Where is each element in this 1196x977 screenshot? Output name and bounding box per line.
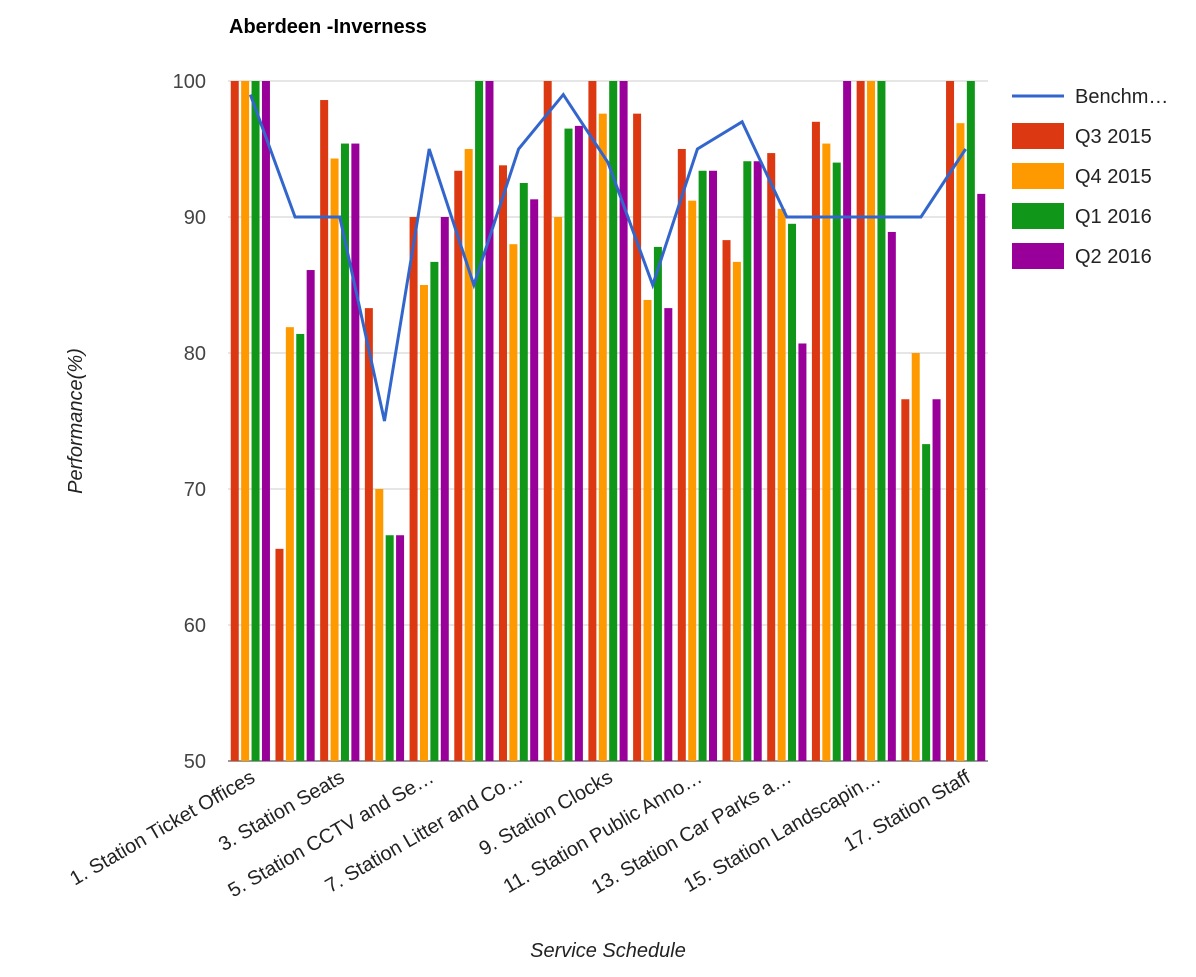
chart-title: Aberdeen -Inverness — [229, 16, 427, 38]
bar-q4-2015 — [464, 149, 473, 761]
bar-q3-2015 — [677, 149, 686, 761]
bar-q4-2015 — [598, 113, 607, 761]
legend-swatch — [1012, 243, 1064, 269]
legend-swatch — [1012, 163, 1064, 189]
bar-q1-2016 — [475, 81, 484, 761]
y-tick-label: 70 — [184, 479, 206, 501]
y-tick-label: 80 — [184, 343, 206, 365]
bar-q3-2015 — [946, 81, 955, 761]
bar-q1-2016 — [519, 183, 528, 761]
line-layer — [248, 92, 967, 422]
legend-label: Q1 2016 — [1075, 206, 1152, 228]
bar-q2-2016 — [261, 81, 270, 761]
benchmark-line — [248, 92, 967, 422]
bar-q4-2015 — [867, 81, 876, 761]
y-tick-label: 100 — [173, 71, 206, 93]
bars-layer — [230, 81, 986, 762]
bar-q2-2016 — [664, 308, 673, 761]
bar-q1-2016 — [609, 81, 618, 761]
bar-q1-2016 — [340, 143, 349, 761]
bar-q2-2016 — [351, 143, 360, 761]
legend-label: Benchm… — [1075, 86, 1168, 108]
bar-q3-2015 — [722, 240, 731, 761]
bar-q4-2015 — [777, 208, 786, 762]
legend-swatch — [1012, 123, 1064, 149]
y-axis-label: Performance(%) — [65, 348, 87, 494]
bar-q4-2015 — [241, 81, 250, 761]
bar-q2-2016 — [440, 217, 449, 761]
y-axis-ticks: 50 60 70 80 90 100 — [173, 71, 206, 773]
bar-q2-2016 — [574, 125, 583, 761]
bar-q4-2015 — [285, 327, 294, 761]
bar-q4-2015 — [554, 217, 563, 761]
bar-q3-2015 — [856, 81, 865, 761]
bar-q3-2015 — [767, 153, 776, 761]
bar-q1-2016 — [832, 162, 841, 762]
bar-q1-2016 — [430, 261, 439, 761]
y-tick-label: 60 — [184, 615, 206, 637]
bar-q3-2015 — [409, 217, 418, 761]
bar-q1-2016 — [296, 333, 305, 761]
bar-q2-2016 — [798, 343, 807, 761]
bar-q1-2016 — [698, 170, 707, 761]
bar-q2-2016 — [753, 161, 762, 762]
bar-q3-2015 — [498, 165, 507, 761]
bar-q4-2015 — [509, 244, 518, 761]
bar-q4-2015 — [419, 285, 428, 761]
legend-label: Q4 2015 — [1075, 166, 1152, 188]
bar-q4-2015 — [330, 158, 339, 761]
bar-q4-2015 — [643, 299, 652, 761]
legend-swatch — [1012, 203, 1064, 229]
bar-q3-2015 — [320, 100, 329, 762]
bar-q2-2016 — [843, 81, 852, 761]
bar-q2-2016 — [619, 81, 628, 761]
legend: Benchm… Q3 2015 Q4 2015 Q1 2016 Q2 2016 — [1012, 86, 1168, 269]
bar-q3-2015 — [364, 308, 373, 761]
bar-q3-2015 — [588, 81, 597, 761]
bar-q4-2015 — [956, 123, 965, 761]
y-tick-label: 50 — [184, 751, 206, 773]
legend-label: Q3 2015 — [1075, 126, 1152, 148]
x-axis-label: Service Schedule — [530, 940, 686, 962]
bar-q4-2015 — [732, 261, 741, 761]
bar-q2-2016 — [530, 199, 539, 761]
bar-q4-2015 — [688, 200, 697, 761]
bar-q3-2015 — [901, 399, 910, 761]
bar-q2-2016 — [932, 399, 941, 761]
bar-q1-2016 — [653, 246, 662, 762]
y-tick-label: 90 — [184, 207, 206, 229]
bar-q1-2016 — [385, 535, 394, 761]
bar-q1-2016 — [251, 81, 260, 761]
bar-q2-2016 — [977, 193, 986, 761]
legend-label: Q2 2016 — [1075, 246, 1152, 268]
bar-q1-2016 — [877, 81, 886, 761]
bar-q3-2015 — [543, 81, 552, 761]
bar-q3-2015 — [454, 170, 463, 761]
bar-q2-2016 — [887, 231, 896, 761]
bar-q4-2015 — [822, 143, 831, 761]
bar-q2-2016 — [709, 170, 718, 761]
bar-q3-2015 — [230, 81, 239, 761]
bar-q2-2016 — [396, 535, 405, 761]
bar-q3-2015 — [275, 548, 284, 761]
bar-q1-2016 — [966, 81, 975, 761]
bar-q3-2015 — [811, 121, 820, 762]
bar-q1-2016 — [564, 128, 573, 762]
bar-q3-2015 — [633, 113, 642, 761]
bar-q1-2016 — [743, 161, 752, 762]
bar-q1-2016 — [788, 223, 797, 762]
bar-q1-2016 — [922, 444, 931, 761]
bar-q2-2016 — [485, 81, 494, 761]
bar-q2-2016 — [306, 270, 315, 761]
bar-q4-2015 — [375, 489, 384, 761]
bar-q4-2015 — [911, 353, 920, 761]
